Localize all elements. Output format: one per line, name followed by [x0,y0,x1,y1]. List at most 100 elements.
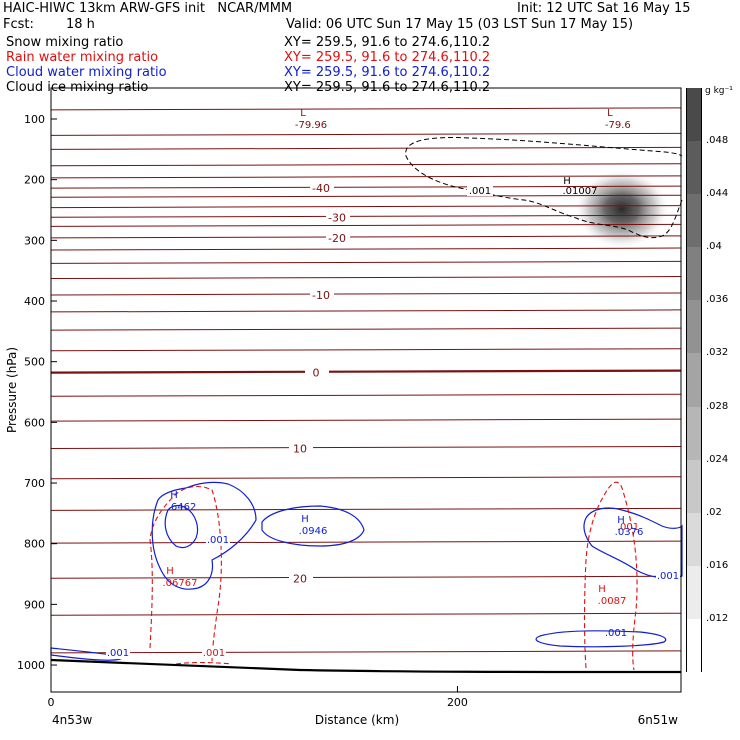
y-axis-label: Pressure (hPa) [5,347,19,433]
colorbar-segment [686,459,702,513]
isotherm-line [50,327,682,331]
rain-water-contour-label: .001 [203,648,225,659]
cloud-water-contour-label-bg [106,647,130,659]
colorbar-segment [686,194,702,248]
snow-max-shading [573,169,670,250]
cloud-water-max-value: .0946 [299,526,328,537]
isotherm-line [50,247,682,251]
isotherm-min-letter: L [607,108,613,119]
isotherm-line [50,163,682,167]
colorbar-tick-label: .044 [706,188,729,200]
isotherm-line [50,540,682,544]
field-xy-snow: XY= 259.5, 91.6 to 274.6,110.2 [284,35,491,50]
cloud-water-contour-label: .001 [207,535,229,546]
field-name-cloud-water: Cloud water mixing ratio [6,65,167,80]
colorbar [686,88,702,672]
isotherm-label-bg [289,571,313,584]
isotherm-line [50,223,682,227]
cloud-water-contour [535,630,667,648]
isotherm-line [50,205,682,209]
isotherm-label-bg [310,181,334,194]
rain-water-contour [149,485,222,663]
isotherm-line [50,309,682,313]
colorbar-tick-label: .016 [706,559,729,571]
cloud-water-max-value: .0376 [615,527,644,538]
cloud-ice-contour [405,137,683,239]
colorbar-segment [686,353,702,407]
colorbar-segment [686,512,702,566]
y-tick-label: 700 [24,477,45,490]
isotherm-min-letter: L [300,108,306,119]
y-tick-label: 800 [24,538,45,551]
x-axis-label: Distance (km) [315,713,399,727]
cloud-water-contour [261,505,365,547]
isotherm-label: 20 [293,572,307,585]
cloud-water-contour-label-bg [206,534,230,546]
isotherm-label-bg [289,441,313,454]
colorbar-segment [686,141,702,195]
cloud-water-max-letter: H [170,490,178,501]
y-tick-label: 200 [24,174,45,187]
cloud-ice-contour-label-bg [467,184,493,196]
cloud-water-contour-label: .001 [657,571,679,582]
isotherm-line [50,214,682,218]
colorbar-tick-label: .028 [706,400,729,412]
colorbar-tick-label: .036 [706,294,729,306]
plot-frame [50,87,682,693]
isotherm-label: 10 [293,442,307,455]
field-name-snow: Snow mixing ratio [6,35,124,50]
isotherm-label: -40 [312,182,330,195]
colorbar-segment [686,618,702,672]
isotherm-line [50,393,682,397]
isotherm-line [50,276,682,280]
y-tick-label: 400 [24,295,45,308]
colorbar-tick-label: .012 [706,612,729,624]
cloud-water-max-value: .6462 [168,502,197,513]
cloud-water-contour [164,504,199,549]
colorbar-tick-label: .02 [706,506,722,518]
colorbar-segment [686,300,702,354]
forecast-hour: 18 h [66,17,95,32]
isotherm-line [50,185,682,189]
cloud-water-contour [151,481,257,590]
colorbar-tick-label: .032 [706,347,729,359]
x-end-location: 6n51w [638,713,679,727]
forecast-label: Fcst: [3,17,34,32]
cloud-water-max-letter: H [617,515,625,526]
cloud-ice-contour-label: .001 [469,186,491,197]
isotherm-line [50,418,682,422]
rain-water-max-value: .0087 [598,596,627,607]
y-tick-label: 100 [24,113,45,126]
isotherm-label: -20 [328,232,346,245]
isotherm-min-value: -79.96 [295,120,327,131]
rain-water-contour [175,661,233,665]
y-tick-label: 300 [24,234,45,247]
isotherm-line [50,650,682,654]
x-tick-label: 200 [447,696,468,709]
colorbar-unit: g kg⁻¹ [705,86,733,96]
isotherm-label: -10 [312,289,330,302]
y-tick-label: 1000 [17,659,45,672]
init-time: Init: 12 UTC Sat 16 May 15 [517,1,691,16]
cloud-water-contour-label: .001 [605,628,627,639]
x-tick-label: 0 [48,696,55,709]
colorbar-segment [686,88,702,142]
isotherm-line [50,146,682,150]
field-name-rain: Rain water mixing ratio [6,50,159,65]
isotherm-label: -30 [328,211,346,224]
isotherm-line [50,612,682,616]
cloud-water-contour-label-bg [656,570,680,582]
y-tick-label: 500 [24,356,45,369]
y-tick-label: 600 [24,416,45,429]
cloud-ice-max-letter: H [563,176,571,187]
isotherm-label-bg [305,365,329,378]
colorbar-tick-label: .04 [706,241,722,253]
isotherm-label: 0 [313,367,320,380]
rain-water-max-value: .001 [617,522,639,533]
isotherm-line [50,132,682,136]
isotherm-line [50,175,682,179]
colorbar-tick-label: .024 [706,453,729,465]
isotherm-min-value: -79.6 [605,120,631,131]
x-start-location: 4n53w [52,713,93,727]
